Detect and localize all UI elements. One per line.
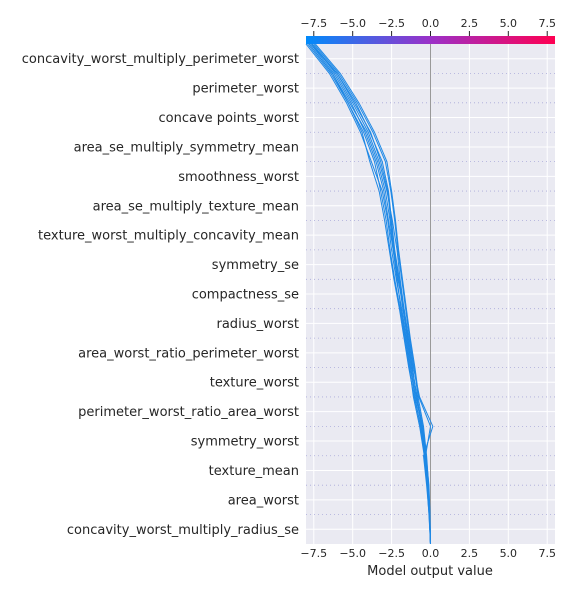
decision-lines: [305, 43, 434, 545]
top-tick-label: 2.5: [461, 17, 479, 30]
bottom-tick-label: −7.5: [300, 547, 327, 560]
feature-label: perimeter_worst: [192, 82, 299, 97]
decision-line: [305, 43, 431, 545]
x-axis-label: Model output value: [367, 564, 493, 579]
feature-label: radius_worst: [217, 317, 300, 332]
feature-label: area_se_multiply_texture_mean: [93, 199, 299, 214]
feature-label: concavity_worst_multiply_perimeter_worst: [22, 52, 299, 67]
top-tick-label: 7.5: [538, 17, 556, 30]
decision-line: [308, 43, 431, 545]
top-tick-label: −7.5: [300, 17, 327, 30]
top-tick-label: −2.5: [378, 17, 405, 30]
feature-label: texture_worst: [210, 376, 299, 391]
feature-label: area_se_multiply_symmetry_mean: [74, 140, 299, 155]
top-tick-label: −5.0: [339, 17, 366, 30]
bottom-tick-labels: −7.5 −5.0 −2.5 0.0 2.5 5.0 7.5: [300, 547, 556, 560]
top-tick-label: 5.0: [500, 17, 518, 30]
bottom-tick-label: 2.5: [461, 547, 479, 560]
feature-label: area_worst_ratio_perimeter_worst: [78, 346, 299, 361]
feature-label: concavity_worst_multiply_radius_se: [67, 523, 299, 538]
top-tick-label: 0.0: [422, 17, 440, 30]
decision-line: [311, 43, 431, 545]
bottom-tick-label: 5.0: [500, 547, 518, 560]
bottom-tick-label: 0.0: [422, 547, 440, 560]
feature-label: smoothness_worst: [178, 170, 299, 185]
colorbar: [306, 36, 555, 44]
top-tick-labels: −7.5 −5.0 −2.5 0.0 2.5 5.0 7.5: [300, 17, 556, 36]
feature-label: symmetry_worst: [191, 435, 299, 450]
feature-label: compactness_se: [192, 288, 299, 303]
bottom-tick-label: −5.0: [339, 547, 366, 560]
feature-labels: concavity_worst_multiply_perimeter_worst…: [22, 52, 299, 538]
feature-label: concave points_worst: [158, 111, 299, 126]
feature-label: area_worst: [228, 493, 299, 508]
bottom-tick-label: 7.5: [538, 547, 556, 560]
feature-label: perimeter_worst_ratio_area_worst: [78, 405, 299, 420]
bottom-tick-label: −2.5: [378, 547, 405, 560]
feature-label: texture_mean: [209, 464, 299, 479]
feature-label: texture_worst_multiply_concavity_mean: [38, 229, 299, 244]
feature-label: symmetry_se: [212, 258, 299, 273]
